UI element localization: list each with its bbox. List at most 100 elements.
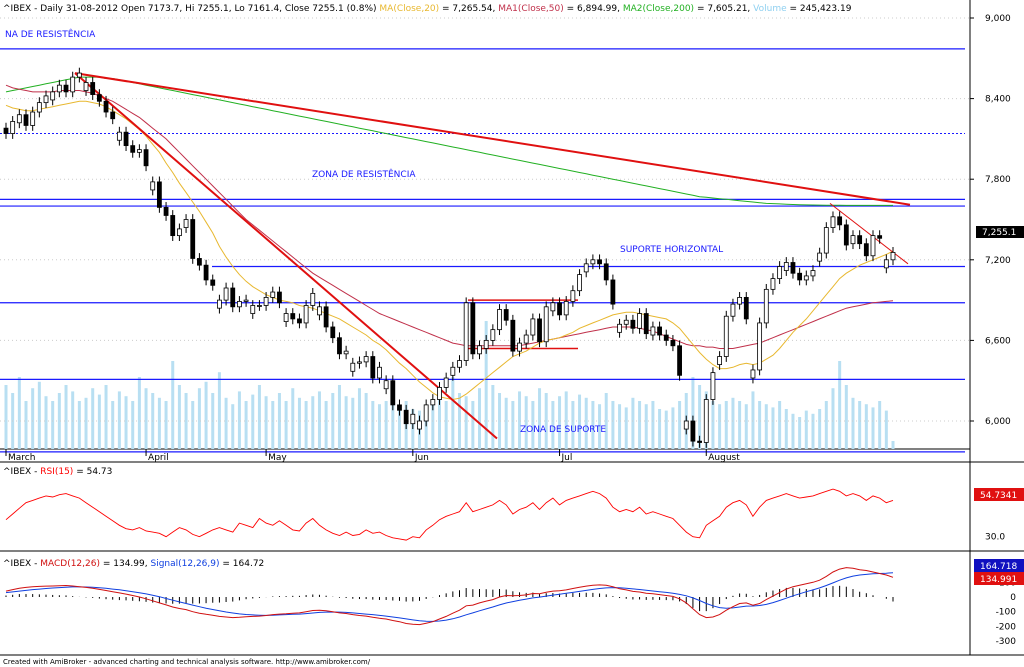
candlesticks [3, 67, 896, 448]
candle-body [450, 366, 456, 376]
volume-bar [264, 396, 268, 449]
volume-bar [164, 401, 168, 449]
macd-ticker: ^IBEX [3, 559, 31, 569]
candle-body [350, 362, 356, 372]
volume-bar [578, 394, 582, 449]
candle-body [830, 216, 836, 228]
volume-bar [624, 407, 628, 449]
candle-body [697, 440, 702, 443]
rsi-label: RSI(15) [40, 467, 73, 477]
candle-body [183, 219, 189, 228]
macd-tick-label: 0 [1010, 593, 1016, 603]
volume-bar [131, 401, 135, 449]
candle-body [857, 235, 863, 245]
volume-bar [878, 401, 882, 449]
candle-body [103, 100, 109, 113]
candle-body [497, 309, 502, 331]
footer-credit: Created with AmiBroker - advanced charti… [3, 658, 371, 666]
volume-bar [391, 404, 395, 449]
candle-body [156, 181, 162, 208]
candle-body [263, 297, 269, 306]
candle-body [16, 114, 22, 124]
candle-body [457, 360, 462, 368]
candle-body [63, 84, 69, 93]
volume-bar [544, 393, 548, 449]
candle-body [210, 279, 216, 286]
signal-badge-bg [974, 572, 1024, 585]
price-tick-label: 8,400 [985, 95, 1011, 105]
candle-body [343, 350, 349, 355]
volume-bar [478, 388, 482, 449]
price-tick-label: 7,200 [985, 256, 1011, 266]
signal-value: = 164.72 [220, 559, 265, 569]
candle-body [557, 302, 562, 316]
volume-bar [458, 393, 462, 449]
candle-body [163, 207, 169, 216]
candle-body [563, 301, 569, 316]
volume-bar [317, 391, 321, 449]
candle-body [237, 301, 242, 308]
candle-body [723, 315, 729, 357]
ma20-value: = 7,265.54, [439, 4, 495, 14]
candle-body [617, 323, 622, 333]
month-label: March [8, 453, 35, 463]
rsi-ticker: ^IBEX [3, 467, 31, 477]
volume-bar [571, 401, 575, 449]
candle-body [503, 309, 509, 321]
price-tick-label: 6,000 [985, 417, 1011, 427]
volume-bar [738, 401, 742, 449]
volume-bar [31, 388, 35, 449]
candle-body [217, 299, 222, 309]
volume-bar [337, 385, 341, 449]
ma200-line [5, 76, 893, 206]
candle-body [677, 345, 682, 376]
candle-body [803, 275, 809, 281]
volume-bar [511, 401, 515, 449]
candle-body [850, 235, 856, 245]
volume-bar [364, 393, 368, 449]
annotation-zona-suporte: ZONA DE SUPORTE [520, 425, 606, 435]
volume-bar [858, 401, 862, 449]
volume-bar [631, 397, 635, 449]
volume-bar [397, 407, 401, 449]
signal-badge: 134.991 [980, 575, 1017, 585]
month-label: May [268, 453, 287, 463]
volume-bar [778, 401, 782, 449]
volume-bar [117, 391, 121, 449]
volume-bar [758, 401, 762, 449]
price-badge-bg [976, 226, 1024, 238]
price-header: ^IBEX - Daily 31-08-2012 Open 7173.7, Hi… [3, 4, 852, 14]
candle-body [277, 291, 282, 304]
rsi-value: = 54.73 [73, 467, 112, 477]
candle-body [290, 313, 296, 320]
macd-value: = 134.99, [100, 559, 148, 569]
macd-label: MACD(12,26) [40, 559, 100, 569]
volume-bar [558, 396, 562, 449]
volume-bar [444, 401, 448, 449]
volume-bar [297, 397, 301, 449]
volume-bar [744, 404, 748, 449]
candle-body [463, 302, 469, 361]
candle-body [770, 278, 776, 290]
volume-bar [864, 404, 868, 449]
candle-body [777, 266, 783, 280]
volume-bar [171, 361, 175, 449]
candle-body [643, 313, 649, 335]
volume-bar [771, 407, 775, 449]
candle-body [717, 356, 723, 365]
candle-body [657, 326, 662, 336]
volume-bar [284, 401, 288, 449]
candle-body [817, 252, 823, 262]
candle-body [737, 297, 743, 305]
signal-line [5, 572, 894, 622]
macd-header: ^IBEX - MACD(12,26) = 134.99, Signal(12,… [3, 559, 264, 569]
volume-bar [84, 397, 88, 449]
candle-body [757, 322, 763, 371]
volume-bar [791, 413, 795, 449]
volume-bar [751, 391, 755, 449]
candle-body [823, 227, 829, 254]
candle-body [577, 274, 582, 292]
signal-label: Signal(12,26,9) [150, 559, 219, 569]
volume-bar [564, 391, 568, 449]
